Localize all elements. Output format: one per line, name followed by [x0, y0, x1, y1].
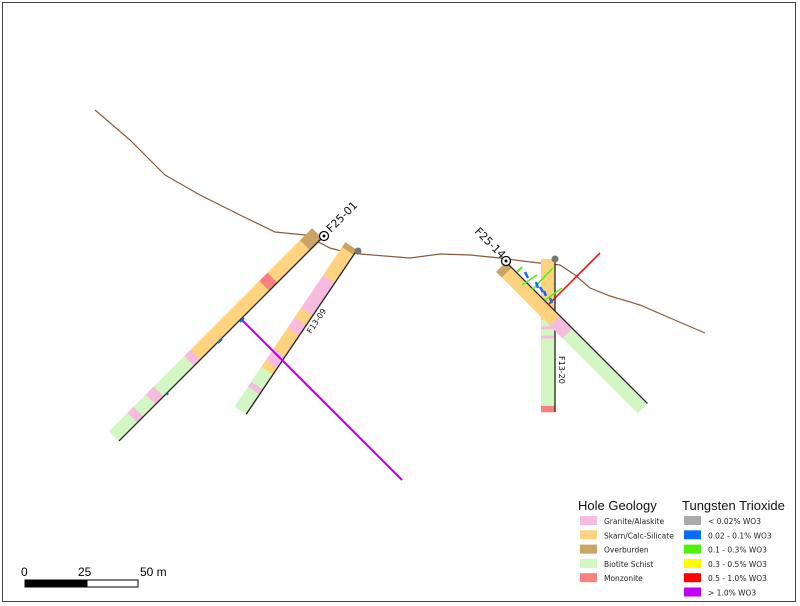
hole-line: [505, 261, 648, 404]
legend-label: Skarn/Calc-Silicate: [604, 531, 674, 540]
lithology-interval-biotite: [108, 412, 138, 442]
lithology-interval-skarn: [273, 327, 300, 357]
legend-swatch: [580, 558, 597, 568]
lithology-interval-skarn: [501, 267, 560, 326]
legend-label: 0.5 - 1.0% WO3: [708, 574, 767, 583]
legend-item: Skarn/Calc-Silicate: [580, 530, 674, 540]
legend-item: > 1.0% WO3: [684, 587, 756, 598]
lithology-interval-skarn: [267, 240, 310, 283]
legend-item: < 0.02% WO3: [684, 516, 761, 526]
collar-F25-01[interactable]: F25-01: [318, 199, 361, 242]
lithology-interval-biotite: [234, 386, 260, 415]
lithology-interval-monzonite: [541, 405, 555, 413]
legend-hole-geology: Hole Geology Granite/Alaskite Skarn/Calc-…: [578, 498, 674, 583]
wo3-assay-bar: [544, 287, 563, 301]
legend-label: Monzonite: [604, 574, 643, 583]
legend-title: Tungsten Trioxide: [682, 498, 785, 513]
lithology-interval-skarn: [261, 360, 278, 376]
legend-swatch: [580, 530, 597, 540]
legend-swatch: [580, 544, 597, 554]
wo3-assay-bar: [239, 317, 245, 323]
gray-dot-collar-icon: [354, 247, 362, 255]
wo3-assay-bar: [534, 281, 540, 289]
legend-swatch: [684, 544, 701, 554]
wo3-assay-bar: [548, 297, 554, 304]
lithology-interval-granite: [184, 349, 201, 367]
lithology-interval-biotite: [153, 355, 195, 397]
legend-swatch: [580, 573, 597, 583]
legend-label: > 1.0% WO3: [708, 589, 756, 598]
collar-F25-14[interactable]: F25-14: [472, 225, 512, 267]
topography-line: [94, 109, 706, 334]
legend-label: Biotite Schist: [604, 560, 653, 569]
legend-item: Monzonite: [580, 573, 643, 583]
scale-bar: 0 25 50 m: [21, 565, 167, 588]
wo3-assay-bar: [217, 338, 223, 344]
lithology-interval-biotite: [562, 328, 648, 414]
legend-swatch: [684, 516, 701, 525]
wo3-assay-bar: [516, 266, 523, 273]
lithology-interval-biotite: [133, 394, 156, 417]
legend-item: Biotite Schist: [580, 558, 653, 569]
lithology-interval-skarn: [190, 280, 270, 360]
drill-hole-trace[interactable]: [541, 259, 556, 413]
legend-tungsten-trioxide: Tungsten Trioxide < 0.02% WO3 0.02 - 0.1%…: [682, 498, 785, 598]
legend-label: 0.3 - 0.5% WO3: [708, 560, 767, 569]
legend-label: Granite/Alaskite: [604, 517, 664, 526]
lithology-interval-biotite: [251, 366, 273, 390]
lithology-interval-skarn: [294, 307, 313, 326]
wo3-assay-bar: [166, 392, 169, 396]
scale-label-50: 50 m: [140, 565, 167, 579]
legend-swatch: [684, 587, 701, 597]
wo3-assay-bar: [531, 267, 554, 291]
wo3-assay-bar: [241, 319, 403, 481]
lithology-interval-biotite: [541, 338, 555, 407]
hole-label: F25-01: [324, 199, 360, 235]
wo3-assay-bar: [542, 290, 548, 297]
legend-swatch: [684, 558, 701, 568]
lithology-interval-granite: [300, 275, 335, 316]
legend-item: Overburden: [580, 544, 649, 555]
drill-hole-trace[interactable]: [234, 242, 358, 415]
lithology-interval-granite: [247, 381, 263, 395]
legend-label: Overburden: [604, 546, 649, 555]
lithology-interval-overburden: [341, 242, 357, 256]
lithology-interval-granite: [541, 335, 555, 339]
lithology-interval-skarn: [323, 247, 354, 284]
legend-item: 0.5 - 1.0% WO3: [684, 573, 767, 583]
legend-label: 0.02 - 0.1% WO3: [708, 531, 772, 540]
scale-label-0: 0: [21, 565, 28, 579]
hole-label: F13-20: [557, 356, 566, 384]
drill-hole-trace[interactable]: [496, 261, 648, 414]
lithology-interval-overburden: [299, 228, 322, 251]
drill-hole-trace[interactable]: [108, 228, 323, 442]
legend-item: 0.1 - 0.3% WO3: [684, 544, 767, 555]
wo3-assay-bar: [523, 271, 530, 279]
legend-label: < 0.02% WO3: [708, 517, 761, 526]
legend-swatch: [580, 516, 597, 525]
wo3-assay-bar: [547, 252, 601, 306]
legend-swatch: [684, 573, 701, 583]
legend-item: Granite/Alaskite: [580, 516, 664, 526]
legend-label: 0.1 - 0.3% WO3: [708, 546, 767, 555]
legend-title: Hole Geology: [578, 498, 657, 513]
scale-label-25: 25: [78, 565, 92, 579]
legend-swatch: [684, 530, 701, 540]
lithology-interval-granite: [287, 317, 307, 336]
gray-dot-collar-icon: [551, 255, 559, 263]
wo3-assay-bar: [521, 274, 538, 286]
lithology-interval-overburden: [496, 262, 512, 278]
lithology-interval-biotite: [541, 329, 555, 336]
hole-line: [245, 249, 358, 415]
wo3-assay-bar: [538, 286, 545, 293]
legend-item: 0.3 - 0.5% WO3: [684, 558, 767, 569]
lithology-interval-granite: [549, 315, 573, 339]
lithology-interval-granite: [127, 406, 144, 423]
legend-item: 0.02 - 0.1% WO3: [684, 530, 772, 540]
collar-F13-20[interactable]: F13-20: [551, 255, 567, 384]
